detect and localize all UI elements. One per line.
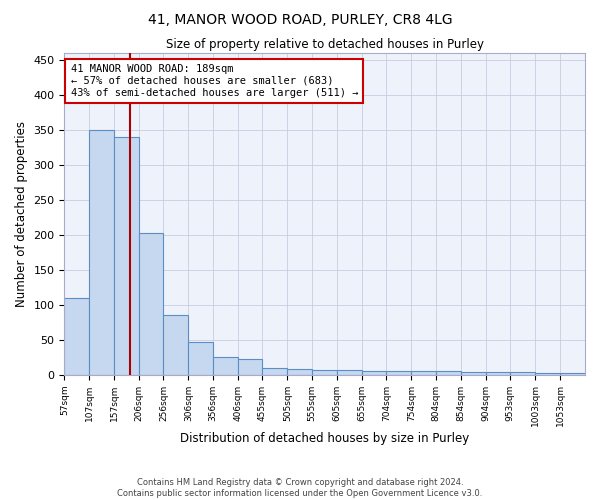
Bar: [287, 369, 312, 374]
Y-axis label: Number of detached properties: Number of detached properties: [15, 121, 28, 307]
Bar: [238, 359, 262, 374]
Bar: [213, 357, 238, 374]
Bar: [486, 372, 511, 374]
Bar: [188, 342, 213, 374]
Bar: [262, 368, 287, 374]
Bar: [163, 315, 188, 374]
Bar: [139, 234, 163, 374]
Bar: [436, 371, 461, 374]
Bar: [412, 371, 436, 374]
Bar: [114, 137, 139, 374]
Bar: [89, 130, 114, 374]
X-axis label: Distribution of detached houses by size in Purley: Distribution of detached houses by size …: [180, 432, 469, 445]
Title: Size of property relative to detached houses in Purley: Size of property relative to detached ho…: [166, 38, 484, 51]
Text: 41 MANOR WOOD ROAD: 189sqm
← 57% of detached houses are smaller (683)
43% of sem: 41 MANOR WOOD ROAD: 189sqm ← 57% of deta…: [71, 64, 358, 98]
Bar: [64, 298, 89, 374]
Bar: [312, 370, 337, 374]
Bar: [461, 372, 486, 374]
Bar: [560, 372, 585, 374]
Bar: [535, 372, 560, 374]
Bar: [337, 370, 362, 374]
Text: 41, MANOR WOOD ROAD, PURLEY, CR8 4LG: 41, MANOR WOOD ROAD, PURLEY, CR8 4LG: [148, 12, 452, 26]
Bar: [386, 371, 412, 374]
Bar: [511, 372, 535, 374]
Bar: [362, 371, 386, 374]
Text: Contains HM Land Registry data © Crown copyright and database right 2024.
Contai: Contains HM Land Registry data © Crown c…: [118, 478, 482, 498]
